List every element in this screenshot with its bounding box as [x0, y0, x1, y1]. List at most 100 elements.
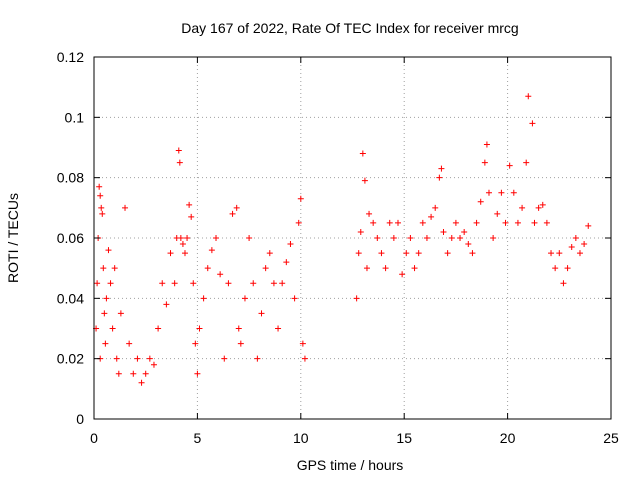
data-point: [194, 370, 201, 377]
data-point: [399, 271, 406, 278]
data-point: [411, 265, 418, 272]
x-tick-label: 15: [396, 430, 412, 446]
data-point: [560, 280, 567, 287]
data-point: [407, 235, 414, 241]
data-point: [535, 204, 542, 211]
data-point: [266, 250, 273, 257]
data-point: [217, 271, 224, 278]
data-point: [436, 174, 443, 181]
data-point: [98, 204, 105, 211]
data-point: [564, 265, 571, 272]
data-points: [93, 93, 592, 386]
data-point: [299, 340, 306, 347]
data-point: [113, 355, 120, 362]
data-point: [96, 183, 103, 190]
data-point: [291, 295, 298, 302]
data-point: [366, 210, 373, 217]
data-point: [138, 379, 145, 386]
data-point: [531, 219, 538, 226]
data-point: [142, 370, 149, 377]
data-point: [548, 250, 555, 257]
data-point: [233, 204, 240, 211]
data-point: [481, 159, 488, 166]
data-point: [394, 219, 401, 226]
data-point: [432, 204, 439, 211]
data-point: [186, 201, 193, 208]
data-point: [99, 210, 106, 217]
data-point: [473, 219, 480, 226]
y-axis-label: ROTI / TECUs: [5, 193, 21, 283]
data-point: [494, 210, 501, 217]
data-point: [250, 280, 257, 287]
data-point: [461, 228, 468, 235]
data-point: [171, 280, 178, 287]
data-point: [103, 295, 110, 302]
data-point: [181, 250, 188, 257]
data-point: [117, 310, 124, 317]
data-point: [359, 150, 366, 157]
data-point: [177, 235, 184, 241]
data-point: [208, 247, 215, 254]
data-point: [100, 265, 107, 272]
data-point: [241, 295, 248, 302]
data-point: [111, 265, 118, 272]
plot-frame: [93, 56, 612, 420]
x-tick-label: 25: [603, 430, 619, 446]
data-point: [190, 280, 197, 287]
data-point: [357, 228, 364, 235]
data-point: [514, 219, 521, 226]
data-point: [301, 355, 308, 362]
data-point: [213, 235, 220, 241]
data-point: [438, 165, 445, 172]
data-point: [543, 219, 550, 226]
data-point: [115, 370, 122, 377]
data-point: [155, 325, 162, 332]
data-point: [297, 195, 304, 202]
data-point: [457, 235, 464, 241]
x-axis-label: GPS time / hours: [297, 457, 404, 473]
data-point: [490, 235, 497, 241]
data-point: [105, 247, 112, 254]
data-point: [469, 250, 476, 257]
data-point: [419, 219, 426, 226]
data-point: [192, 340, 199, 347]
x-tick-label: 0: [90, 430, 98, 446]
y-tick-label: 0.12: [57, 49, 84, 65]
data-point: [498, 189, 505, 196]
data-point: [126, 340, 133, 347]
data-point: [204, 265, 211, 272]
data-point: [568, 244, 575, 251]
data-point: [225, 280, 232, 287]
data-point: [221, 355, 228, 362]
data-point: [109, 325, 116, 332]
data-point: [184, 235, 191, 241]
data-point: [428, 213, 435, 220]
data-point: [485, 189, 492, 196]
data-point: [363, 265, 370, 272]
grid-lines: [94, 57, 611, 419]
data-point: [529, 120, 536, 127]
data-point: [287, 241, 294, 248]
data-point: [163, 301, 170, 308]
data-point: [102, 340, 109, 347]
data-point: [415, 250, 422, 257]
data-point: [502, 219, 509, 226]
data-point: [279, 280, 286, 287]
data-point: [390, 235, 397, 241]
data-point: [523, 159, 530, 166]
data-point: [283, 259, 290, 266]
data-point: [374, 235, 381, 241]
data-point: [483, 141, 490, 148]
data-point: [101, 310, 108, 317]
data-point: [552, 265, 559, 272]
data-point: [477, 198, 484, 205]
data-point: [179, 241, 186, 248]
data-point: [386, 219, 393, 226]
data-point: [130, 370, 137, 377]
data-point: [355, 250, 362, 257]
y-tick-label: 0.06: [57, 230, 84, 246]
data-point: [506, 162, 513, 169]
y-tick-label: 0.04: [57, 290, 84, 306]
data-point: [295, 219, 302, 226]
